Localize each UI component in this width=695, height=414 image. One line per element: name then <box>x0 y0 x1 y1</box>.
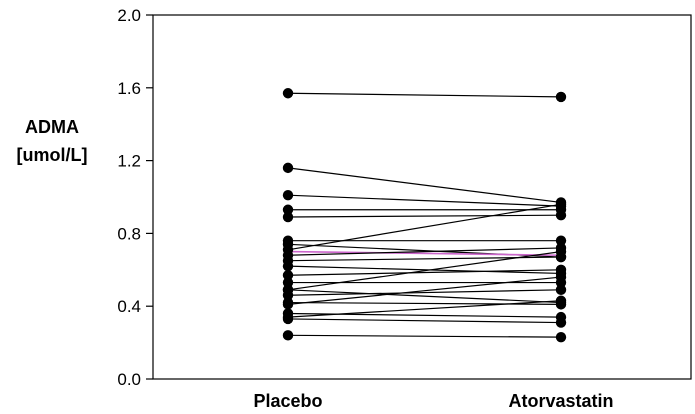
subject-line <box>287 276 562 305</box>
placebo-point <box>282 204 294 215</box>
y-axis-label-line-1: ADMA <box>25 117 79 137</box>
plot-frame <box>152 14 692 380</box>
subject-line <box>287 334 562 338</box>
subject-line <box>287 301 562 305</box>
atorvastatin-point <box>555 295 567 306</box>
subject-line <box>287 92 562 98</box>
atorvastatin-point <box>555 284 567 296</box>
subject-line <box>287 251 562 291</box>
placebo-point <box>282 290 294 301</box>
atorvastatin-point <box>555 271 567 283</box>
atorvastatin-point <box>555 246 567 257</box>
subject-line <box>287 203 562 251</box>
subject-line <box>287 318 562 324</box>
subject-line <box>287 269 562 276</box>
atorvastatin-point <box>555 317 567 328</box>
atorvastatin-point <box>555 91 567 103</box>
y-tick-label: 2.0 <box>117 6 141 25</box>
y-tick-label: 1.6 <box>117 79 141 98</box>
data-points <box>282 88 567 343</box>
y-axis-label-line-2: [umol/L] <box>17 145 88 165</box>
subject-line <box>287 247 562 256</box>
placebo-point <box>282 211 294 223</box>
subject-line <box>287 167 562 204</box>
plot-area-border <box>152 14 692 380</box>
paired-lines <box>287 92 562 338</box>
atorvastatin-point <box>555 199 567 210</box>
mean-line <box>287 250 562 257</box>
subject-line <box>287 300 562 318</box>
y-tick-label: 1.2 <box>117 152 141 171</box>
atorvastatin-point <box>555 264 567 275</box>
placebo-point <box>282 330 294 341</box>
subject-line <box>287 289 562 304</box>
subject-line <box>287 214 562 218</box>
atorvastatin-point <box>555 210 567 221</box>
placebo-point <box>282 313 294 325</box>
y-tick-label: 0.8 <box>117 224 141 243</box>
placebo-point <box>282 270 294 281</box>
atorvastatin-point <box>555 331 567 343</box>
y-axis-ticks: 0.0 0.4 0.8 1.2 1.6 2.0 <box>117 6 153 389</box>
placebo-point <box>282 260 294 272</box>
y-tick-label: 0.0 <box>117 370 141 389</box>
y-axis-label: ADMA [umol/L] <box>17 117 88 165</box>
category-label-placebo: Placebo <box>253 391 322 411</box>
atorvastatin-point <box>555 235 567 246</box>
subject-line <box>287 194 562 207</box>
placebo-point <box>282 88 294 99</box>
x-axis-category-labels: Placebo Atorvastatin <box>253 391 613 411</box>
subject-line <box>287 312 562 318</box>
placebo-point <box>282 162 294 174</box>
y-tick-label: 0.4 <box>117 297 141 316</box>
subject-line <box>287 289 562 296</box>
category-label-atorvastatin: Atorvastatin <box>508 391 613 411</box>
placebo-point <box>282 299 294 310</box>
placebo-point <box>282 189 294 201</box>
placebo-point <box>282 277 294 288</box>
subject-line <box>287 265 562 275</box>
